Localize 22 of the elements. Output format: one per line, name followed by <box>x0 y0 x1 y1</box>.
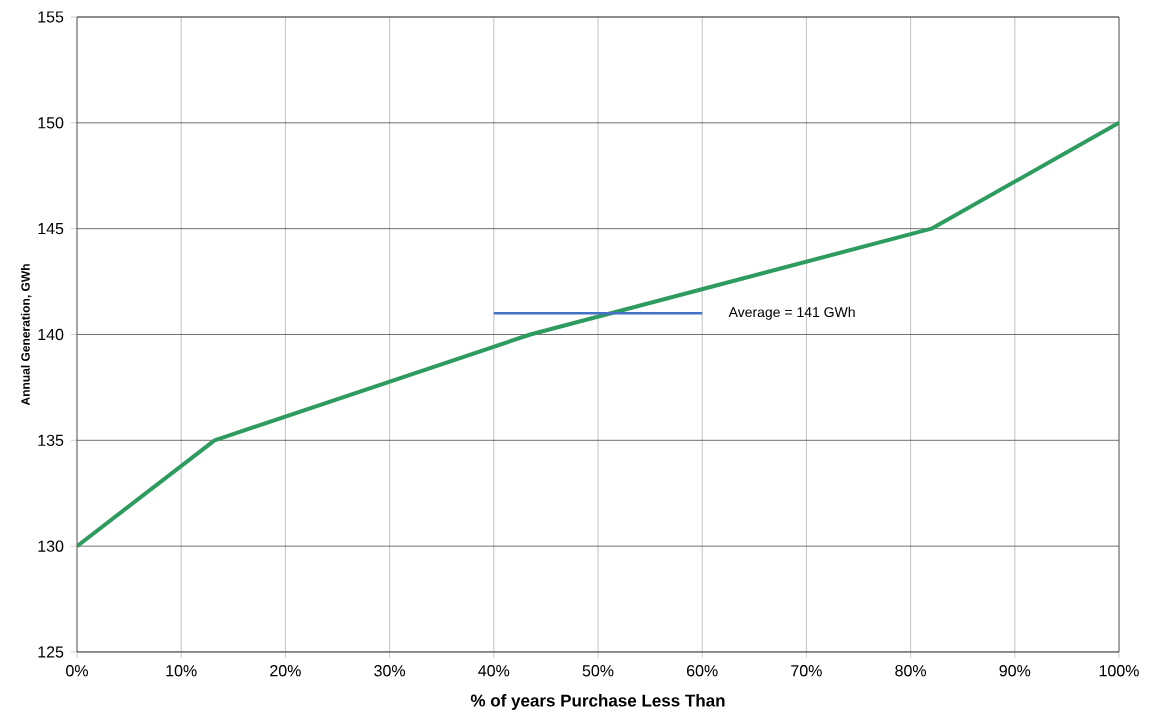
x-tick-label: 30% <box>374 665 406 677</box>
y-tick-label: 130 <box>38 540 64 552</box>
x-tick-label: 10% <box>166 665 197 677</box>
x-axis-title: % of years Purchase Less Than <box>470 694 725 710</box>
y-tick-label: 135 <box>38 434 64 446</box>
y-tick-label: 125 <box>38 646 64 658</box>
x-tick-label: 100% <box>1099 665 1139 677</box>
x-tick-label: 90% <box>999 665 1031 677</box>
x-tick-label: 80% <box>895 665 927 677</box>
x-tick-label: 50% <box>582 665 614 677</box>
x-tick-label: 70% <box>791 665 822 677</box>
y-axis-title: Annual Generation, GWh <box>20 264 32 406</box>
x-tick-label: 40% <box>478 665 510 677</box>
y-tick-label: 155 <box>38 11 64 23</box>
y-tick-label: 145 <box>38 223 64 235</box>
x-tick-label: 0% <box>66 665 88 677</box>
x-tick-label: 20% <box>270 665 301 677</box>
y-tick-label: 140 <box>38 328 64 341</box>
y-tick-label: 150 <box>38 117 64 129</box>
line-series <box>77 120 1120 549</box>
x-tick-label: 60% <box>687 665 718 677</box>
annotation: Average = 141 GWh <box>728 306 855 320</box>
